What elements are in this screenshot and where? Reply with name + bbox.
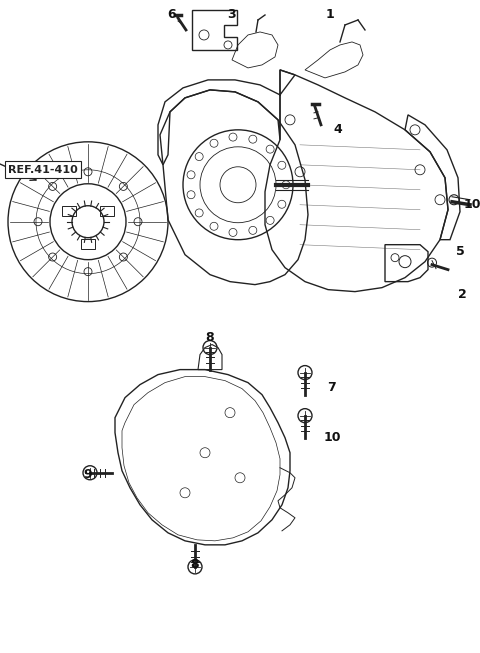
Bar	[62, 206, 76, 215]
Text: 10: 10	[323, 431, 341, 444]
Bar	[81, 239, 95, 249]
Text: 5: 5	[456, 245, 464, 258]
Bar	[100, 206, 114, 215]
Text: 4: 4	[334, 123, 342, 136]
Text: 6: 6	[168, 8, 176, 22]
Text: 3: 3	[228, 8, 236, 22]
Text: 9: 9	[84, 468, 92, 481]
Text: 8: 8	[206, 331, 214, 344]
Text: 2: 2	[457, 288, 467, 301]
Text: REF.41-410: REF.41-410	[8, 165, 78, 175]
Text: 1: 1	[325, 8, 335, 22]
Text: 7: 7	[328, 381, 336, 394]
Text: 10: 10	[463, 199, 480, 211]
Text: 8: 8	[191, 558, 199, 571]
